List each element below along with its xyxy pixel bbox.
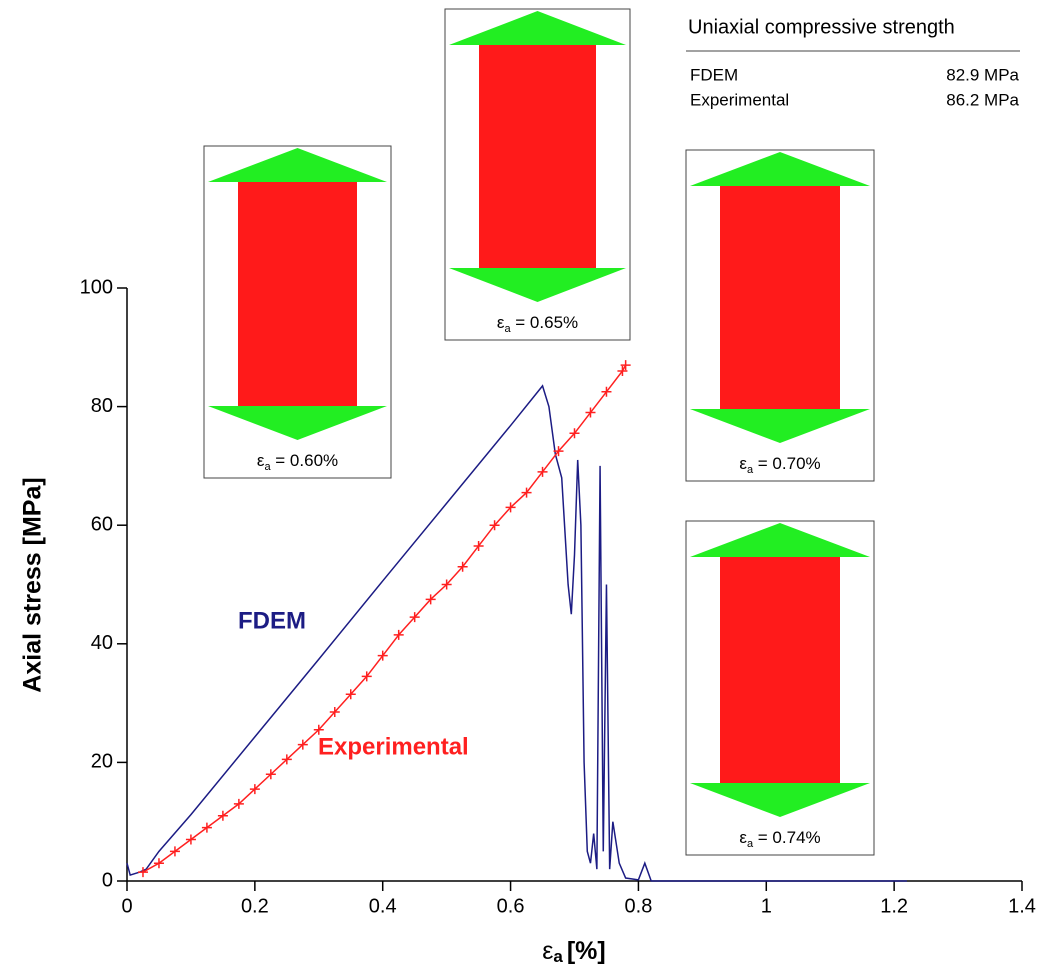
inset-arrow-top xyxy=(690,152,870,186)
x-tick-label: 0.2 xyxy=(241,895,269,917)
inset-arrow-top xyxy=(690,523,870,557)
data-marker xyxy=(185,834,196,845)
inset-specimen xyxy=(479,45,596,268)
data-marker xyxy=(361,671,372,682)
inset-subscript: a xyxy=(504,323,511,335)
inset-label: εa = 0.74% xyxy=(739,828,820,849)
x-tick-label: 1.4 xyxy=(1008,895,1036,917)
data-marker xyxy=(457,561,468,572)
data-marker xyxy=(313,724,324,735)
series-label: FDEM xyxy=(238,607,306,634)
inset-arrow-bottom xyxy=(449,268,626,302)
x-axis-subscript: a xyxy=(553,947,563,966)
inset-label: εa = 0.70% xyxy=(739,454,820,475)
y-tick-label: 100 xyxy=(80,276,113,298)
data-marker xyxy=(377,650,388,661)
data-marker xyxy=(393,629,404,640)
data-marker xyxy=(537,466,548,477)
table-title: Uniaxial compressive strength xyxy=(688,16,955,38)
data-marker xyxy=(201,822,212,833)
inset-symbol: ε xyxy=(497,313,505,332)
inset-value: = 0.70% xyxy=(753,454,821,473)
x-tick-label: 0.4 xyxy=(369,895,397,917)
inset-subscript: a xyxy=(264,461,271,473)
x-tick-label: 0 xyxy=(121,895,132,917)
inset-arrow-bottom xyxy=(690,409,870,443)
inset-label: εa = 0.60% xyxy=(257,451,338,472)
data-marker xyxy=(569,428,580,439)
data-marker xyxy=(473,540,484,551)
y-tick-label: 20 xyxy=(91,751,113,773)
data-marker xyxy=(617,366,628,377)
x-tick-label: 0.6 xyxy=(497,895,525,917)
inset-specimen xyxy=(720,186,840,409)
data-marker xyxy=(233,798,244,809)
y-tick-label: 80 xyxy=(91,395,113,417)
inset-arrow-top xyxy=(208,148,387,182)
x-axis-symbol: ε xyxy=(542,937,553,965)
table-name: Experimental xyxy=(690,90,789,109)
data-marker xyxy=(489,520,500,531)
y-axis-title: Axial stress [MPa] xyxy=(19,477,47,692)
x-tick-label: 0.8 xyxy=(625,895,653,917)
table-value: 86.2 MPa xyxy=(946,90,1019,109)
data-marker xyxy=(265,769,276,780)
inset-symbol: ε xyxy=(739,828,747,847)
y-tick-label: 60 xyxy=(91,513,113,535)
data-marker xyxy=(249,784,260,795)
data-marker xyxy=(409,612,420,623)
data-marker xyxy=(345,689,356,700)
x-axis-unit: [%] xyxy=(567,937,606,965)
inset-arrow-bottom xyxy=(208,406,387,440)
data-marker xyxy=(153,858,164,869)
data-marker xyxy=(217,810,228,821)
inset-subscript: a xyxy=(747,838,754,850)
data-marker xyxy=(441,579,452,590)
inset-value: = 0.65% xyxy=(511,313,579,332)
inset-specimen xyxy=(720,557,840,783)
data-marker xyxy=(169,846,180,857)
x-tick-label: 1 xyxy=(761,895,772,917)
x-axis-title: εa [%] xyxy=(542,937,606,967)
series-line xyxy=(126,384,907,882)
inset-label: εa = 0.65% xyxy=(497,313,578,334)
data-marker xyxy=(297,739,308,750)
inset-symbol: ε xyxy=(739,454,747,473)
series-label: Experimental xyxy=(318,733,469,760)
data-marker xyxy=(585,407,596,418)
data-marker xyxy=(329,706,340,717)
y-tick-label: 40 xyxy=(91,632,113,654)
y-tick-label: 0 xyxy=(102,869,113,891)
data-marker xyxy=(601,386,612,397)
data-marker xyxy=(553,446,564,457)
data-marker xyxy=(505,502,516,513)
table-value: 82.9 MPa xyxy=(946,65,1019,84)
inset-symbol: ε xyxy=(257,451,265,470)
x-tick-label: 1.2 xyxy=(880,895,908,917)
data-marker xyxy=(281,754,292,765)
inset-arrow-bottom xyxy=(690,783,870,817)
inset-subscript: a xyxy=(747,464,754,476)
table-name: FDEM xyxy=(690,65,738,84)
inset-value: = 0.74% xyxy=(753,828,821,847)
inset-specimen xyxy=(238,182,357,406)
series-line xyxy=(142,364,627,873)
data-marker xyxy=(521,487,532,498)
inset-arrow-top xyxy=(449,11,626,45)
data-marker xyxy=(137,867,148,878)
inset-value: = 0.60% xyxy=(271,451,339,470)
data-marker xyxy=(620,360,631,371)
data-marker xyxy=(425,594,436,605)
